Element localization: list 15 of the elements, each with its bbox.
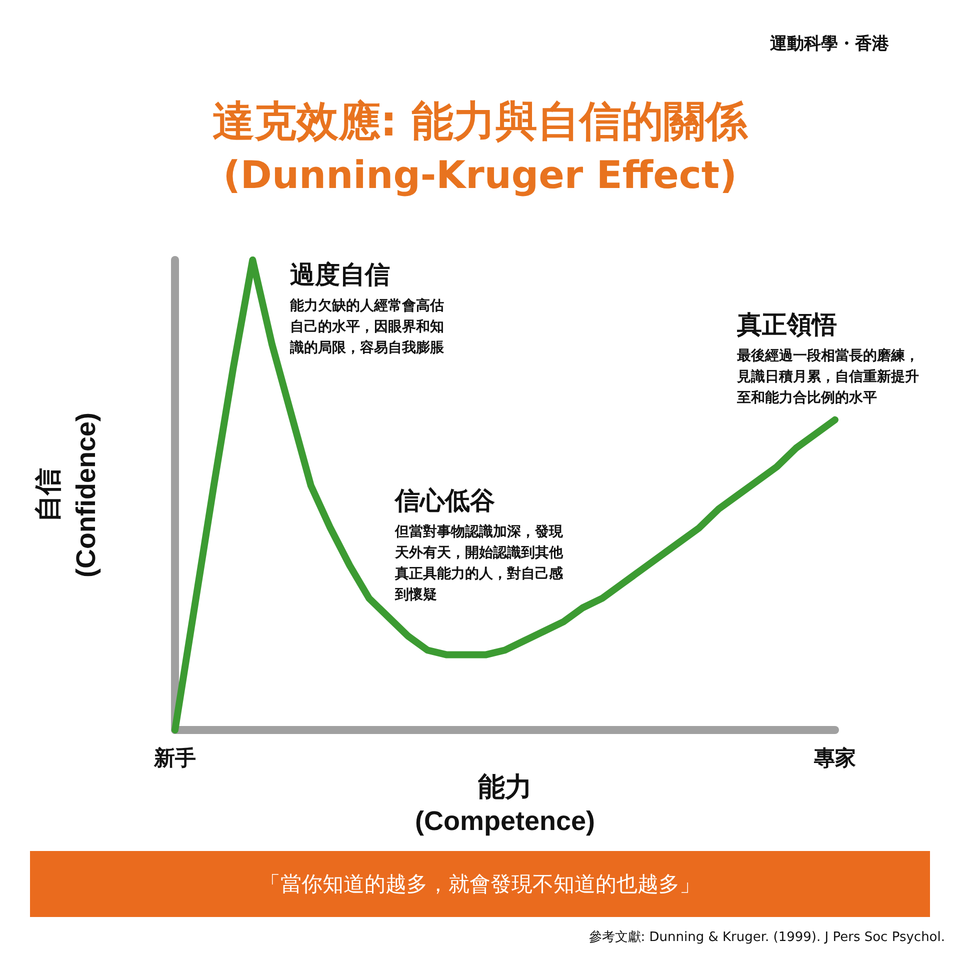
x-axis-title: 能力 (Competence)	[414, 772, 596, 836]
annotation: 但當對事物認識加深，發現天外有天，開始認識到其他真正具能力的人，對自己感到懷疑	[395, 523, 564, 605]
annotation: 信心低谷	[395, 485, 496, 517]
annotation: 能力欠缺的人經常會高估自己的水平，因眼界和知識的局限，容易自我膨脹	[290, 296, 445, 358]
x-tick-label: 新手	[153, 746, 196, 770]
annotation: 過度自信	[290, 259, 391, 291]
text: 運動科學・香港	[770, 33, 890, 55]
chart-title: 達克效應: 能力與自信的關係	[212, 96, 749, 146]
text: 「當你知道的越多，就會發現不知道的也越多」	[30, 851, 930, 917]
annotation: 真正領悟	[737, 309, 838, 341]
text: 參考文獻: Dunning & Kruger. (1999). J Pers Soc Psychol.	[588, 929, 945, 946]
x-tick-label: 專家	[813, 746, 856, 770]
y-axis-title: 自信 (Confidence)	[33, 412, 101, 578]
annotation: 最後經過一段相當長的磨練，見識日積月累，自信重新提升至和能力合比例的水平	[737, 347, 920, 408]
chart-subtitle: (Dunning-Kruger Effect)	[223, 153, 737, 197]
